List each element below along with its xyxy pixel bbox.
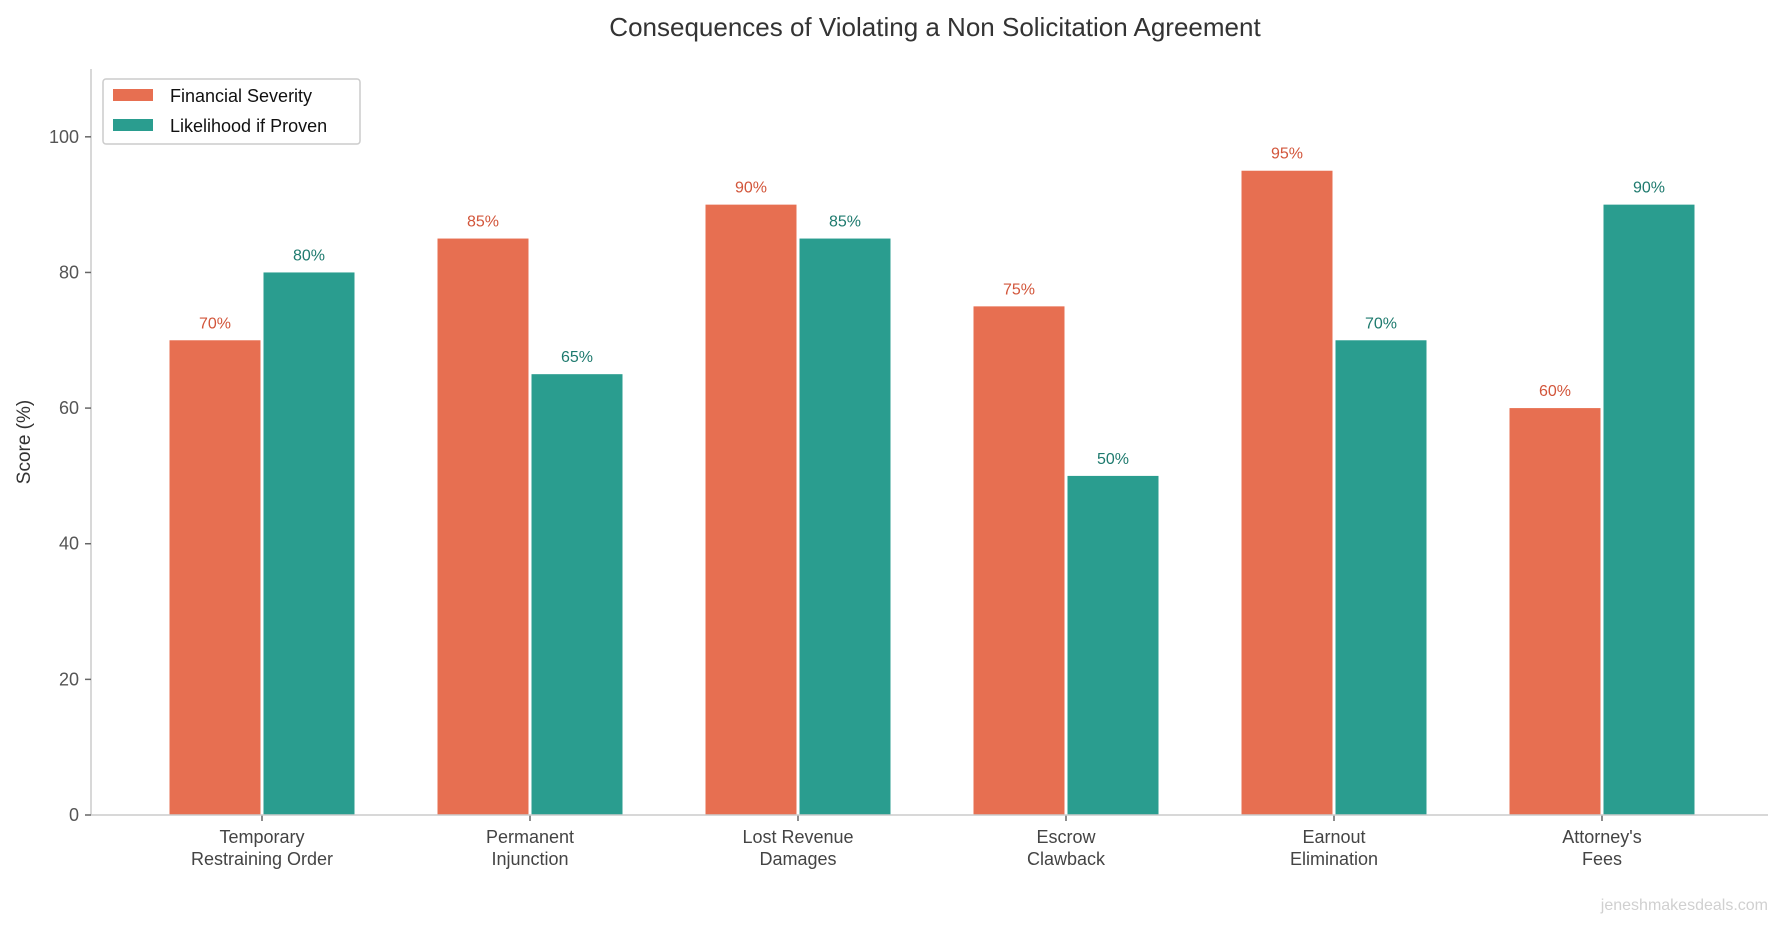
y-tick-label: 60 [59, 398, 79, 418]
watermark: jeneshmakesdeals.com [1600, 897, 1768, 914]
x-tick-label: Temporary Restraining Order [191, 827, 333, 869]
data-label: 90% [735, 180, 767, 197]
x-tick-label: Earnout Elimination [1290, 827, 1378, 869]
bars: 70% 80% 85% 65% 90% 85% 75% 50% 95% 70% 60% 90% [169, 146, 1695, 816]
bar-financial-severity [1241, 170, 1333, 815]
bar-likelihood [1067, 475, 1159, 815]
y-tick-label: 100 [49, 127, 79, 147]
data-label: 75% [1003, 281, 1035, 298]
bar-financial-severity [1509, 408, 1601, 815]
legend-label-financial-severity: Financial Severity [170, 86, 312, 106]
bar-financial-severity [705, 204, 797, 816]
x-tick-label: Permanent Injunction [486, 827, 574, 869]
data-label: 90% [1633, 180, 1665, 197]
chart-title: Consequences of Violating a Non Solicita… [609, 12, 1261, 42]
data-label: 65% [561, 349, 593, 366]
legend-label-likelihood: Likelihood if Proven [170, 116, 327, 136]
data-label: 85% [829, 214, 861, 231]
data-label: 70% [1365, 315, 1397, 332]
y-tick-label: 0 [69, 805, 79, 825]
bar-financial-severity [437, 238, 529, 815]
bar-likelihood [1335, 340, 1427, 815]
y-axis-label: Score (%) [14, 400, 35, 484]
x-tick-label: Attorney's Fees [1562, 827, 1641, 869]
x-tick-label: Escrow Clawback [1027, 827, 1106, 869]
bar-likelihood [263, 272, 355, 815]
data-label: 60% [1539, 383, 1571, 400]
bar-financial-severity [169, 340, 261, 815]
bar-likelihood [531, 374, 623, 815]
data-label: 95% [1271, 146, 1303, 163]
data-label: 70% [199, 315, 231, 332]
legend-swatch-likelihood [113, 119, 153, 131]
data-label: 80% [293, 247, 325, 264]
y-tick-label: 20 [59, 669, 79, 689]
axes: Temporary Restraining Order Permanent Injun… [49, 69, 1768, 869]
x-tick-label: Lost Revenue Damages [742, 827, 853, 869]
data-label: 50% [1097, 451, 1129, 468]
legend-box [102, 78, 361, 145]
legend: Financial Severity Likelihood if Proven [102, 78, 361, 145]
data-label: 85% [467, 214, 499, 231]
bar-likelihood [799, 238, 891, 815]
legend-swatch-financial-severity [113, 89, 153, 101]
bar-likelihood [1603, 204, 1695, 816]
y-tick-label: 80 [59, 262, 79, 282]
y-tick-label: 40 [59, 534, 79, 554]
bar-financial-severity [973, 306, 1065, 815]
